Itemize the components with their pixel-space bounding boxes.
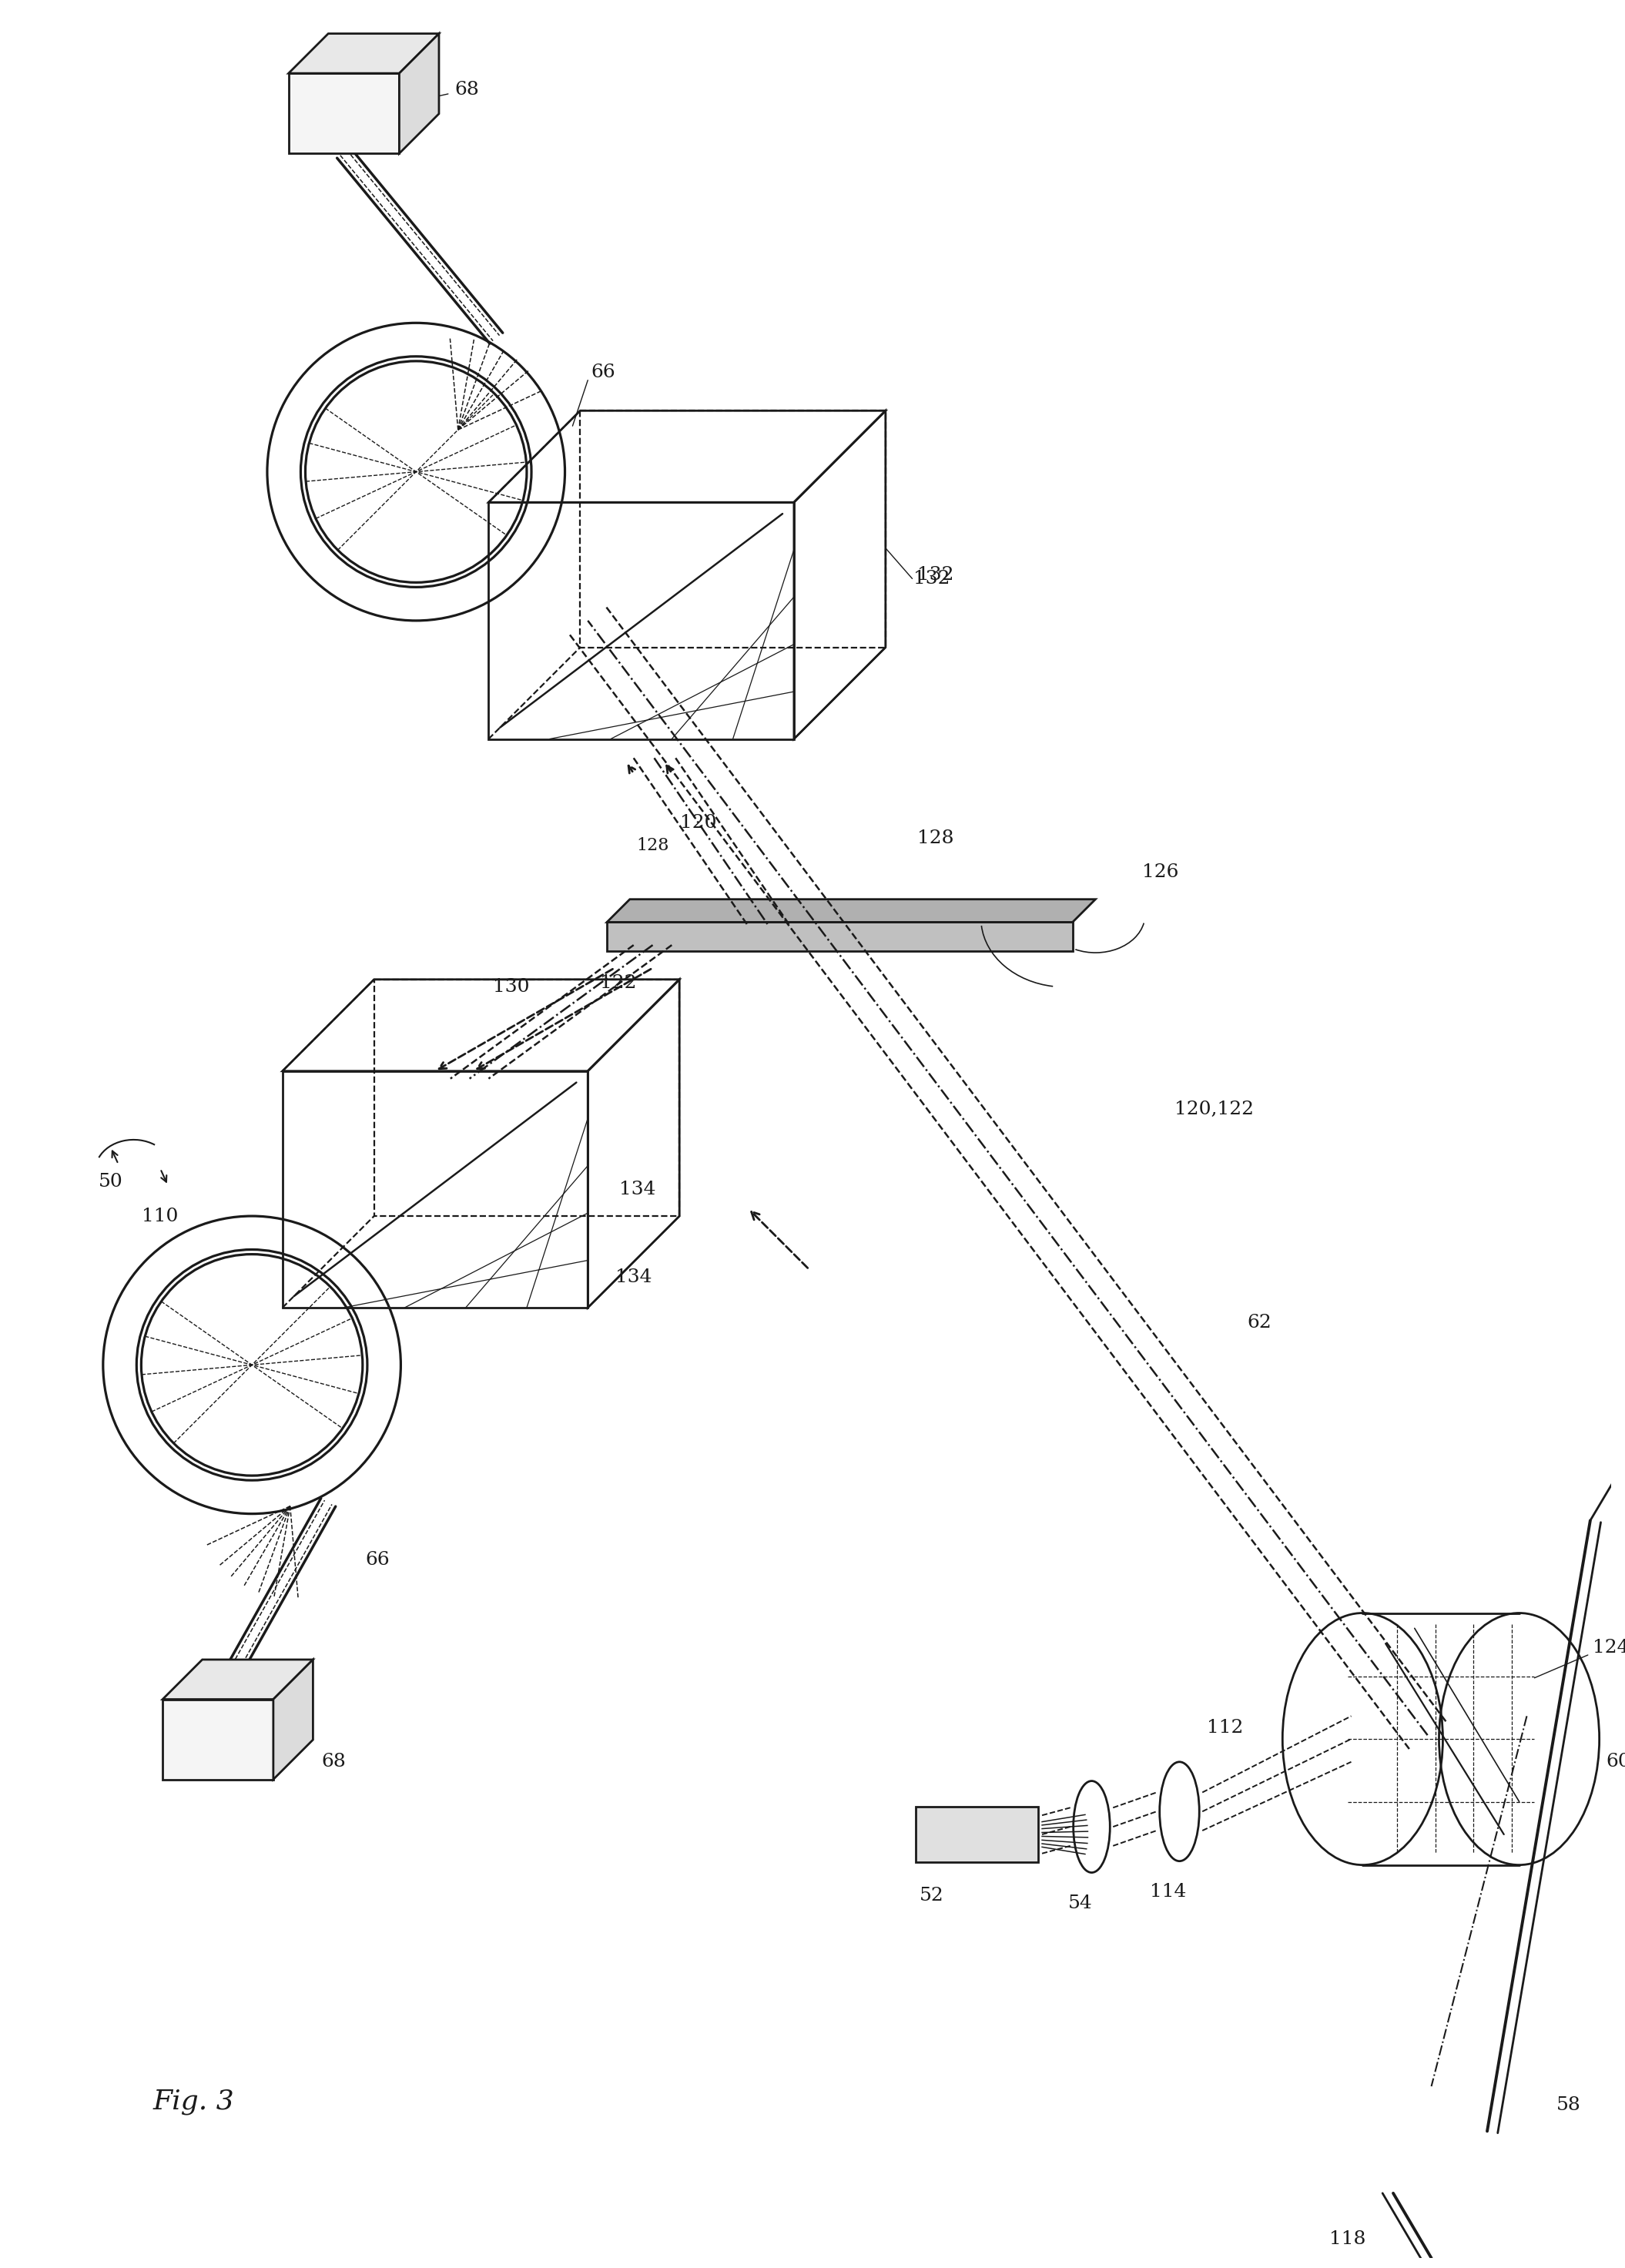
Text: 128: 128 [916,830,954,846]
Text: 120: 120 [681,814,717,832]
Polygon shape [606,898,1095,923]
Text: 120,122: 120,122 [1175,1100,1253,1118]
Polygon shape [916,1808,1038,1862]
Text: 128: 128 [637,837,670,855]
Polygon shape [162,1699,273,1780]
Text: 68: 68 [322,1753,346,1771]
Text: 50: 50 [99,1173,124,1191]
Text: Fig. 3: Fig. 3 [153,2089,234,2116]
Polygon shape [606,923,1072,950]
Polygon shape [289,34,439,73]
Text: 110: 110 [141,1207,179,1225]
Text: 52: 52 [920,1887,944,1905]
Polygon shape [162,1660,314,1699]
Text: 124: 124 [1593,1637,1625,1656]
Text: 130: 130 [492,978,530,996]
Text: 126: 126 [1142,864,1178,882]
Polygon shape [273,1660,314,1780]
Text: 54: 54 [1068,1894,1092,1912]
Text: 122: 122 [600,975,637,991]
Text: 132: 132 [913,569,949,587]
Text: 112: 112 [1207,1719,1243,1737]
Text: 132: 132 [916,567,954,583]
Text: 66: 66 [592,363,616,381]
Text: 58: 58 [1557,2096,1581,2114]
Text: 62: 62 [1248,1313,1272,1331]
Text: 134: 134 [616,1268,652,1286]
Text: 118: 118 [1329,2229,1365,2248]
Text: 66: 66 [366,1551,390,1569]
Polygon shape [289,73,400,154]
Text: 68: 68 [455,82,479,100]
Polygon shape [400,34,439,154]
Text: 114: 114 [1150,1882,1186,1901]
Text: 134: 134 [619,1179,656,1198]
Text: 60: 60 [1606,1753,1625,1771]
